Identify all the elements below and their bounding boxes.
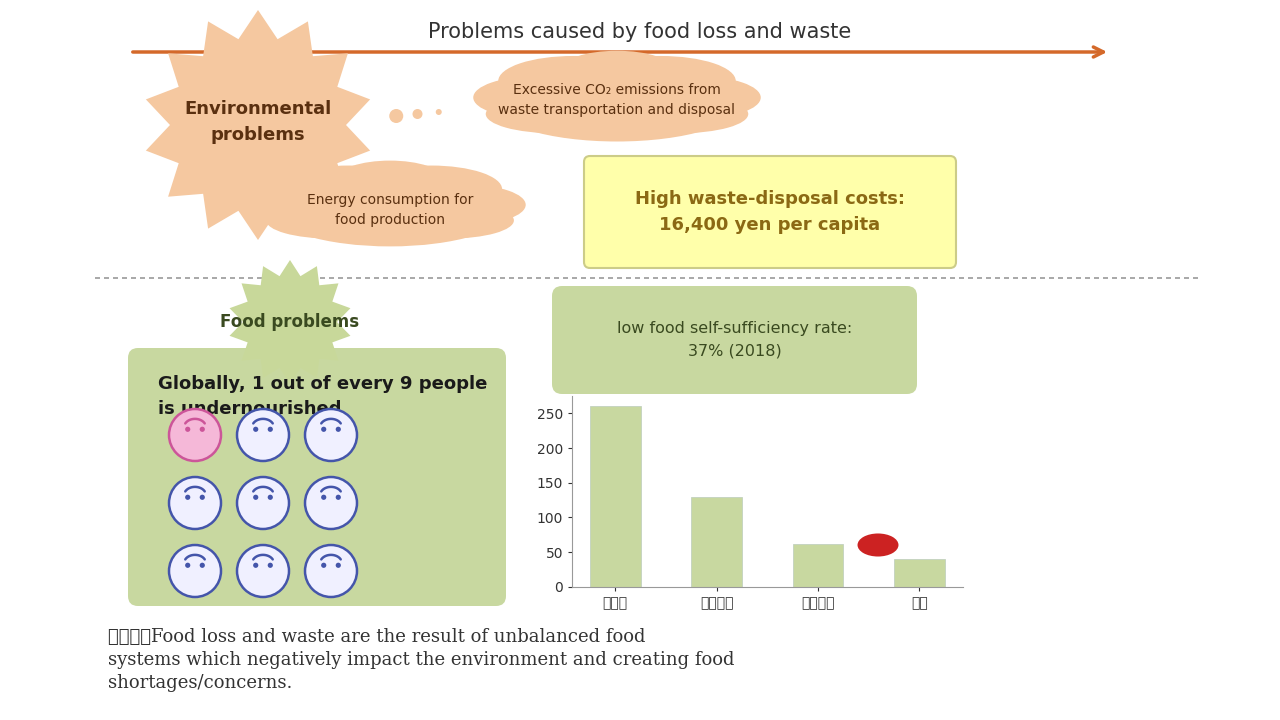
Bar [792, 544, 844, 587]
Circle shape [268, 427, 273, 432]
Circle shape [237, 545, 289, 597]
Circle shape [200, 563, 205, 568]
Text: Food problems: Food problems [220, 313, 360, 331]
Text: 3: 3 [873, 538, 883, 552]
Text: systems which negatively impact the environment and creating food: systems which negatively impact the envi… [108, 651, 735, 669]
FancyBboxPatch shape [552, 286, 916, 394]
Text: Environmental
problems: Environmental problems [184, 101, 332, 143]
Bar [691, 497, 742, 587]
Ellipse shape [611, 95, 749, 133]
Ellipse shape [498, 56, 648, 106]
Circle shape [335, 495, 340, 500]
Polygon shape [229, 260, 351, 384]
Circle shape [268, 563, 273, 568]
Circle shape [435, 109, 442, 115]
Ellipse shape [278, 166, 420, 213]
Circle shape [389, 109, 403, 123]
Circle shape [335, 427, 340, 432]
Ellipse shape [384, 202, 513, 238]
Circle shape [200, 495, 205, 500]
Ellipse shape [361, 166, 502, 213]
Circle shape [305, 545, 357, 597]
Bar [895, 559, 945, 587]
Circle shape [305, 477, 357, 529]
Circle shape [253, 563, 259, 568]
Circle shape [335, 563, 340, 568]
Text: low food self-sufficiency rate:
37% (2018): low food self-sufficiency rate: 37% (201… [617, 321, 852, 359]
Ellipse shape [586, 56, 736, 106]
Circle shape [268, 495, 273, 500]
Circle shape [321, 427, 326, 432]
Circle shape [200, 427, 205, 432]
Circle shape [186, 563, 191, 568]
Circle shape [169, 545, 221, 597]
Ellipse shape [485, 95, 623, 133]
Text: Globally, 1 out of every 9 people
is undernourished: Globally, 1 out of every 9 people is und… [157, 375, 488, 418]
Ellipse shape [273, 174, 508, 246]
Circle shape [169, 409, 221, 461]
Ellipse shape [255, 185, 372, 225]
Text: High waste-disposal costs:
16,400 yen per capita: High waste-disposal costs: 16,400 yen pe… [635, 190, 905, 234]
Circle shape [305, 409, 357, 461]
Circle shape [412, 109, 422, 119]
Text: shortages/concerns.: shortages/concerns. [108, 674, 292, 692]
Bar [590, 406, 640, 587]
Circle shape [253, 495, 259, 500]
Ellipse shape [561, 50, 673, 89]
Text: Energy consumption for
food production: Energy consumption for food production [307, 193, 474, 227]
Text: Excessive CO₂ emissions from
waste transportation and disposal: Excessive CO₂ emissions from waste trans… [498, 84, 736, 117]
Circle shape [186, 427, 191, 432]
Ellipse shape [337, 161, 443, 197]
Polygon shape [146, 10, 370, 240]
Circle shape [237, 477, 289, 529]
Ellipse shape [492, 65, 742, 142]
Circle shape [321, 563, 326, 568]
FancyBboxPatch shape [584, 156, 956, 268]
Circle shape [186, 495, 191, 500]
Ellipse shape [474, 76, 598, 119]
Ellipse shape [266, 202, 396, 238]
Ellipse shape [636, 76, 760, 119]
Circle shape [253, 427, 259, 432]
Circle shape [321, 495, 326, 500]
Ellipse shape [408, 185, 526, 225]
Text: Problems caused by food loss and waste: Problems caused by food loss and waste [429, 22, 851, 42]
FancyBboxPatch shape [128, 348, 506, 606]
Circle shape [237, 409, 289, 461]
Circle shape [169, 477, 221, 529]
Text: 図表１：Food loss and waste are the result of unbalanced food: 図表１：Food loss and waste are the result o… [108, 628, 645, 646]
